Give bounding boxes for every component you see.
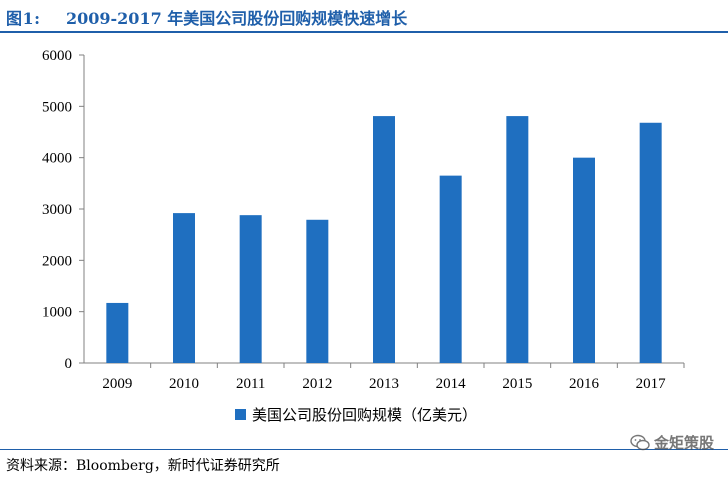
source-note: 资料来源：Bloomberg，新时代证券研究所: [6, 458, 280, 474]
x-tick-label: 2015: [502, 376, 532, 392]
bar-2015: [506, 116, 529, 363]
footer-divider: [0, 449, 728, 450]
watermark-text: 金矩策股: [653, 434, 714, 452]
x-tick-label: 2017: [636, 376, 667, 392]
bar-2014: [439, 175, 462, 363]
legend-label: 美国公司股份回购规模（亿美元）: [252, 407, 477, 424]
y-tick-label: 2000: [42, 253, 72, 269]
x-tick-label: 2010: [169, 376, 199, 392]
chart-title: 2009-2017 年美国公司股份回购规模快速增长: [66, 9, 408, 28]
bar-2009: [106, 302, 129, 363]
figure-header: 图1: 2009-2017 年美国公司股份回购规模快速增长: [0, 0, 728, 30]
y-tick-label: 1000: [42, 305, 72, 321]
bar-chart: 0 1000 2000 3000 4000 5000 6000 2009 2010 2011 201…: [42, 48, 685, 424]
wechat-icon: [630, 434, 650, 450]
bar-2010: [173, 213, 195, 363]
chart-area: 0 1000 2000 3000 4000 5000 6000 2009 2010 2011 201…: [0, 34, 728, 444]
x-tick-label: 2014: [436, 376, 467, 392]
y-tick-label: 6000: [42, 48, 72, 64]
x-tick-label: 2013: [369, 376, 399, 392]
x-tick-label: 2009: [102, 376, 132, 392]
bar-2017: [639, 122, 662, 363]
watermark: 金矩策股: [630, 432, 714, 453]
bar-2012: [306, 219, 329, 363]
legend-swatch: [235, 409, 246, 420]
header-divider: [0, 31, 728, 33]
bar-2013: [373, 116, 395, 363]
x-tick-label: 2016: [569, 376, 600, 392]
y-tick-label: 4000: [42, 151, 72, 167]
y-tick-label: 0: [65, 356, 73, 372]
y-tick-label: 3000: [42, 202, 72, 218]
x-tick-label: 2011: [236, 376, 265, 392]
bar-2016: [573, 157, 595, 363]
bar-2011: [239, 215, 262, 363]
figure-label: 图1:: [6, 9, 41, 28]
y-tick-label: 5000: [42, 99, 72, 115]
x-tick-label: 2012: [302, 376, 332, 392]
